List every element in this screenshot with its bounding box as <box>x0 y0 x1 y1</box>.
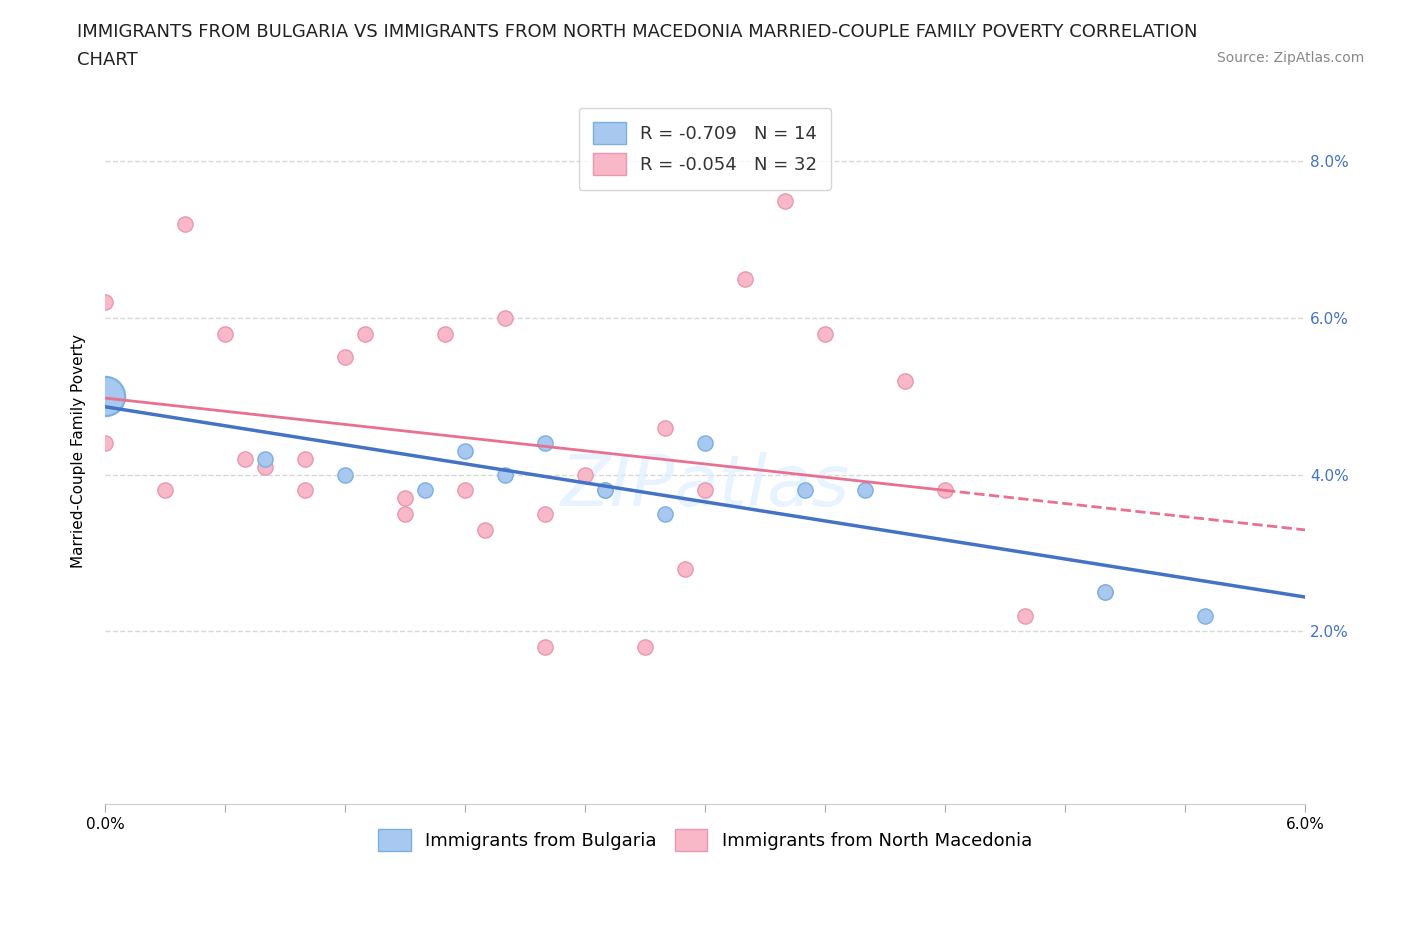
Point <box>413 483 436 498</box>
Y-axis label: Married-Couple Family Poverty: Married-Couple Family Poverty <box>72 334 86 568</box>
Point <box>773 193 796 208</box>
Point <box>1094 585 1116 600</box>
Legend: Immigrants from Bulgaria, Immigrants from North Macedonia: Immigrants from Bulgaria, Immigrants fro… <box>371 822 1039 858</box>
Point <box>434 326 457 341</box>
Point <box>153 483 176 498</box>
Point <box>253 459 276 474</box>
Point <box>233 452 256 467</box>
Point <box>454 483 477 498</box>
Point <box>734 272 756 286</box>
Point <box>94 389 117 404</box>
Point <box>593 483 616 498</box>
Text: CHART: CHART <box>77 51 138 69</box>
Point <box>354 326 377 341</box>
Point <box>333 467 356 482</box>
Point <box>494 467 516 482</box>
Point <box>1194 608 1216 623</box>
Point <box>94 389 117 404</box>
Point <box>394 491 416 506</box>
Point <box>934 483 956 498</box>
Point <box>94 295 117 310</box>
Point <box>534 507 557 522</box>
Point <box>634 640 657 655</box>
Point <box>474 522 496 537</box>
Point <box>534 436 557 451</box>
Point <box>654 420 676 435</box>
Point <box>794 483 817 498</box>
Point <box>94 436 117 451</box>
Point <box>534 640 557 655</box>
Point <box>394 507 416 522</box>
Point <box>1094 585 1116 600</box>
Point <box>294 452 316 467</box>
Point <box>693 436 716 451</box>
Point <box>253 452 276 467</box>
Text: ZIPatlas: ZIPatlas <box>561 452 849 521</box>
Point <box>294 483 316 498</box>
Point <box>593 483 616 498</box>
Text: IMMIGRANTS FROM BULGARIA VS IMMIGRANTS FROM NORTH MACEDONIA MARRIED-COUPLE FAMIL: IMMIGRANTS FROM BULGARIA VS IMMIGRANTS F… <box>77 23 1198 41</box>
Point <box>574 467 596 482</box>
Point <box>454 444 477 458</box>
Point <box>1014 608 1036 623</box>
Point <box>494 311 516 325</box>
Point <box>673 562 696 577</box>
Text: Source: ZipAtlas.com: Source: ZipAtlas.com <box>1216 51 1364 65</box>
Point <box>174 217 197 232</box>
Point <box>693 483 716 498</box>
Point <box>214 326 236 341</box>
Point <box>333 350 356 365</box>
Point <box>853 483 876 498</box>
Point <box>894 373 917 388</box>
Point <box>814 326 837 341</box>
Point <box>654 507 676 522</box>
